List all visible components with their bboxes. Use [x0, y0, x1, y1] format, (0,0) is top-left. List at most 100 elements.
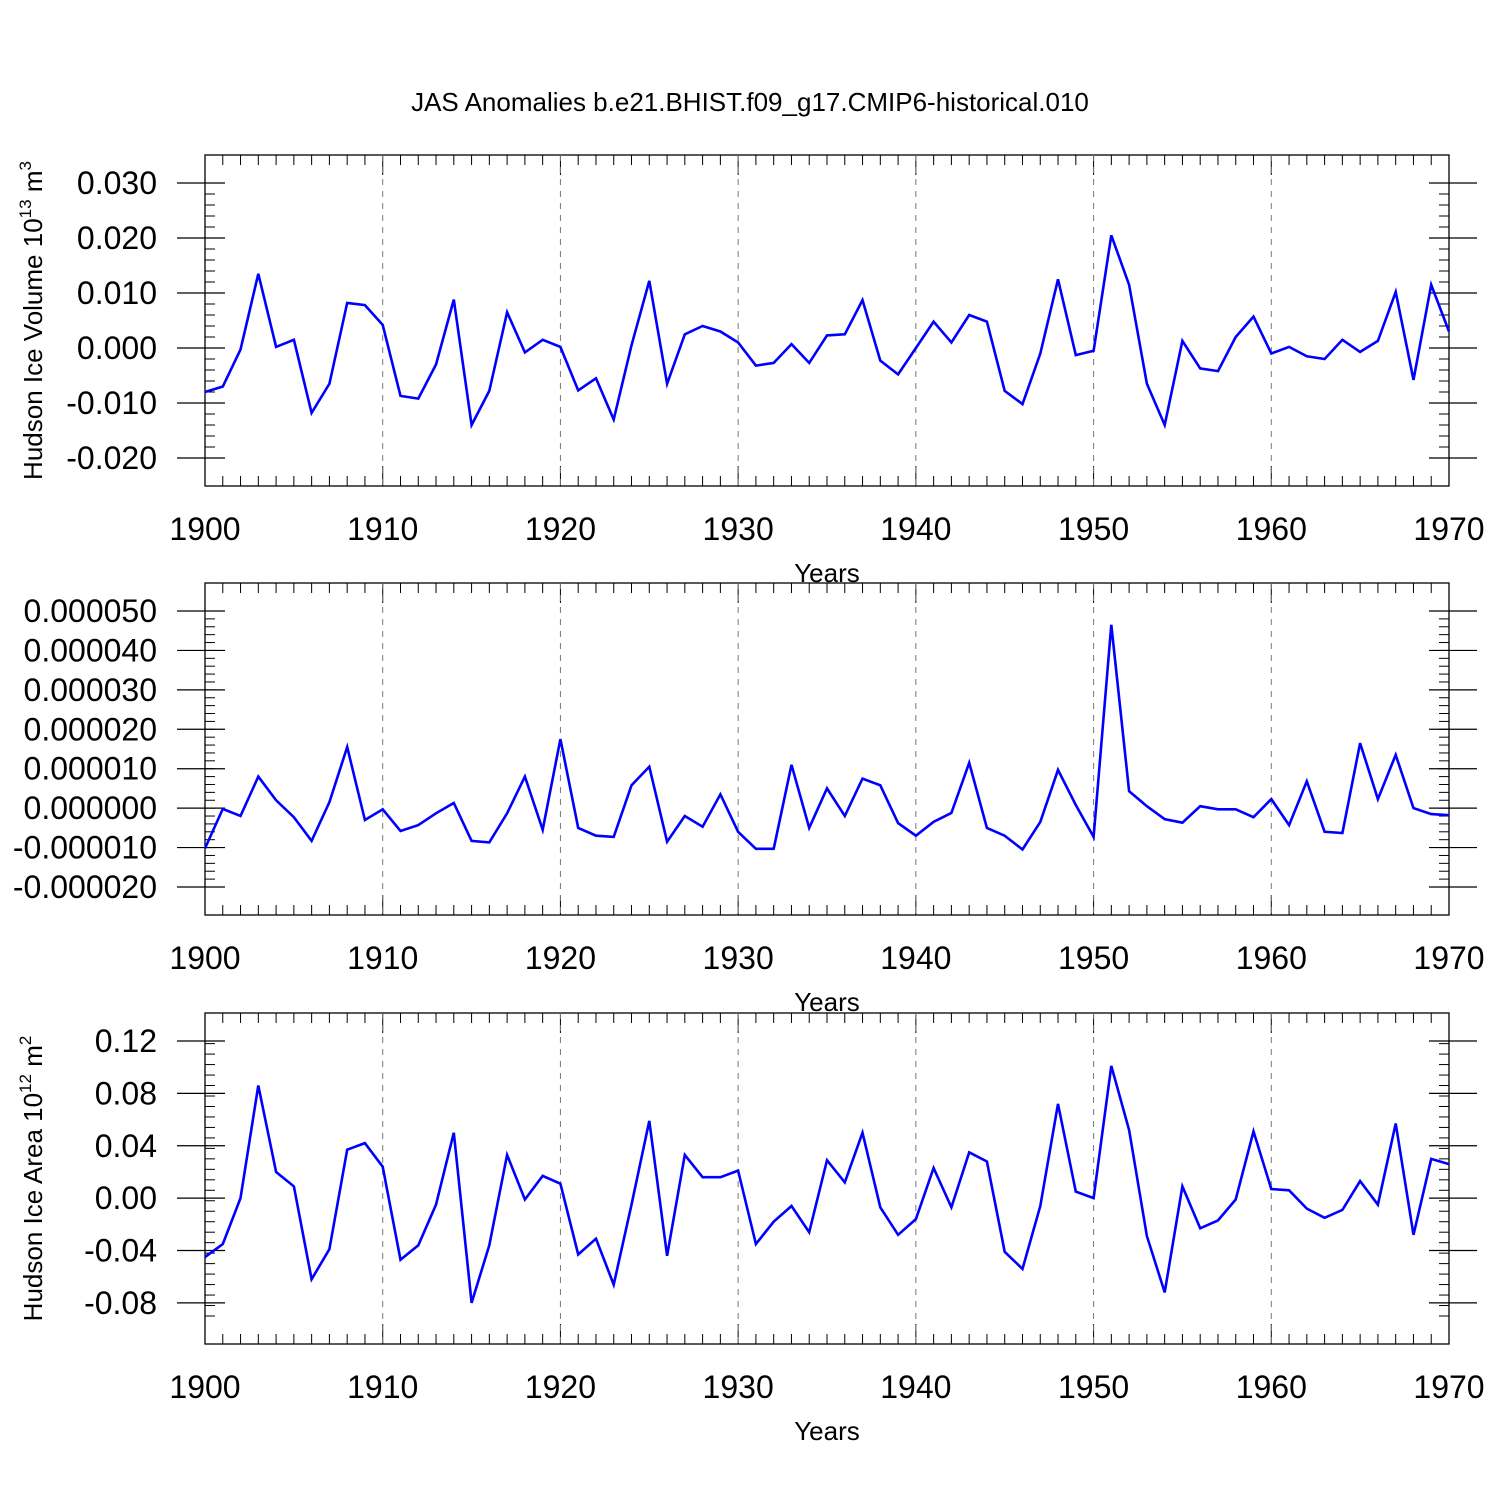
- data-point: [1376, 1203, 1379, 1206]
- data-point: [381, 1165, 384, 1168]
- x-tick-label: 1940: [880, 1369, 951, 1405]
- data-point: [204, 391, 207, 394]
- data-point: [950, 811, 953, 814]
- data-point: [897, 822, 900, 825]
- data-point: [914, 347, 917, 350]
- data-point: [1252, 1130, 1255, 1133]
- data-point: [1092, 1197, 1095, 1200]
- y-tick-label: -0.000010: [13, 830, 157, 866]
- data-point: [808, 826, 811, 829]
- data-series-line: [204, 1065, 1450, 1304]
- data-point: [1430, 1157, 1433, 1160]
- x-tick-label: 1900: [169, 940, 240, 976]
- data-point: [1039, 1205, 1042, 1208]
- data-point: [1305, 355, 1308, 358]
- data-point: [1039, 352, 1042, 355]
- y-axis-label: Hudson Ice Volume 1013 m3: [16, 161, 48, 480]
- y-tick-label: -0.04: [84, 1233, 157, 1269]
- data-point: [1270, 798, 1273, 801]
- y-tick-label: 0.010: [77, 275, 157, 311]
- data-point: [985, 826, 988, 829]
- data-point: [826, 787, 829, 790]
- data-point: [381, 323, 384, 326]
- x-tick-label: 1920: [525, 511, 596, 547]
- data-point: [914, 1218, 917, 1221]
- data-point: [1057, 768, 1060, 771]
- data-point: [257, 1084, 260, 1087]
- data-point: [719, 793, 722, 796]
- data-point: [594, 834, 597, 837]
- data-point: [1181, 821, 1184, 824]
- data-point: [275, 1170, 278, 1173]
- data-point: [843, 1181, 846, 1184]
- x-tick-label: 1970: [1413, 511, 1484, 547]
- data-point: [897, 1233, 900, 1236]
- y-tick-label: 0.000030: [24, 672, 157, 708]
- data-point: [1448, 330, 1451, 333]
- data-point: [1430, 283, 1433, 286]
- data-point: [452, 802, 455, 805]
- data-point: [1145, 382, 1148, 385]
- data-point: [1003, 389, 1006, 392]
- data-point: [506, 311, 509, 314]
- data-point: [239, 1197, 242, 1200]
- data-point: [1021, 1267, 1024, 1270]
- data-point: [737, 1169, 740, 1172]
- data-point: [1110, 623, 1113, 626]
- y-tick-label: 0.04: [95, 1128, 157, 1164]
- x-tick-label: 1940: [880, 511, 951, 547]
- data-point: [435, 812, 438, 815]
- data-point: [452, 1131, 455, 1134]
- data-point: [1376, 339, 1379, 342]
- data-point: [701, 1176, 704, 1179]
- x-tick-label: 1950: [1058, 940, 1129, 976]
- data-point: [1359, 350, 1362, 353]
- data-point: [292, 338, 295, 341]
- data-point: [559, 738, 562, 741]
- data-point: [257, 272, 260, 275]
- data-point: [1323, 1216, 1326, 1219]
- y-axis-label-part: m: [18, 171, 48, 200]
- data-point: [1288, 1189, 1291, 1192]
- data-point: [701, 825, 704, 828]
- x-tick-label: 1910: [347, 940, 418, 976]
- y-tick-label: 0.000040: [24, 632, 157, 668]
- data-point: [381, 808, 384, 811]
- chart-title: JAS Anomalies b.e21.BHIST.f09_g17.CMIP6-…: [411, 87, 1089, 117]
- panel-3: -0.08 -0.04 0.00 0.04 0.08 0.12 1900 1910 1920 19…: [16, 1012, 1485, 1446]
- data-point: [506, 812, 509, 815]
- data-point: [879, 359, 882, 362]
- data-point: [1092, 349, 1095, 352]
- data-point: [310, 411, 313, 414]
- data-point: [488, 1244, 491, 1247]
- data-point: [683, 1153, 686, 1156]
- y-tick-label: 0.12: [95, 1023, 157, 1059]
- data-point: [1021, 848, 1024, 851]
- data-point: [1270, 352, 1273, 355]
- data-point: [1181, 339, 1184, 342]
- y-axis-label-exponent: 13: [16, 199, 35, 218]
- data-point: [470, 424, 473, 427]
- data-point: [435, 363, 438, 366]
- data-point: [1199, 367, 1202, 370]
- data-point: [666, 1254, 669, 1257]
- data-point: [630, 1203, 633, 1206]
- data-point: [666, 382, 669, 385]
- data-point: [506, 1153, 509, 1156]
- data-point: [1145, 1235, 1148, 1238]
- data-point: [417, 824, 420, 827]
- data-point: [541, 828, 544, 831]
- data-point: [772, 1220, 775, 1223]
- data-point: [1163, 1291, 1166, 1294]
- x-tick-label: 1930: [703, 940, 774, 976]
- data-point: [221, 1242, 224, 1245]
- x-tick-label: 1940: [880, 940, 951, 976]
- data-point: [417, 397, 420, 400]
- data-point: [435, 1203, 438, 1206]
- data-point: [1110, 234, 1113, 237]
- data-point: [1288, 824, 1291, 827]
- data-point: [932, 1167, 935, 1170]
- data-point: [683, 815, 686, 818]
